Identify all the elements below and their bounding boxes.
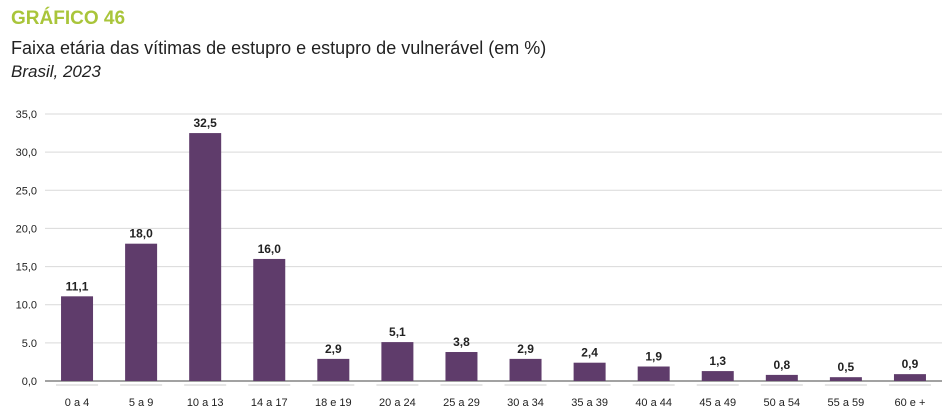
x-tick-label: 30 a 34 [507,397,544,409]
bar [61,296,94,381]
bar [381,342,414,381]
bar-value-label: 1,3 [709,354,726,368]
bar [445,352,478,381]
bar-value-label: 11,1 [66,279,89,293]
chart-title: Faixa etária das vítimas de estupro e es… [11,38,547,58]
bar-value-label: 3,8 [453,335,470,349]
chart-header: GRÁFICO 46 Faixa etária das vítimas de e… [11,8,546,83]
bar-value-label: 2,4 [581,346,598,360]
chart-subtitle: Brasil, 2023 [11,62,101,81]
bar [317,358,350,381]
x-tick-label: 14 a 17 [251,397,288,409]
x-tick-label: 45 a 49 [699,397,736,409]
y-tick-label: 20,0 [16,223,37,235]
bar [637,366,670,381]
x-tick-label: 35 a 39 [571,397,608,409]
y-tick-label: 25,0 [16,185,37,197]
bar [573,362,606,381]
bar-value-label: 1,9 [645,350,662,364]
x-tick-label: 55 a 59 [828,397,865,409]
bar-value-label: 32,5 [193,116,217,130]
y-tick-label: 5.0 [22,338,37,350]
bar [189,133,222,381]
x-tick-label: 25 a 29 [443,397,480,409]
x-tick-label: 50 a 54 [763,397,800,409]
y-tick-label: 15,0 [16,262,37,274]
bar [829,377,862,381]
bar [125,243,158,381]
bar-value-label: 16,0 [258,242,282,256]
chart-number-label: GRÁFICO 46 [11,8,126,29]
bar-value-label: 0,5 [838,360,855,374]
bar [893,374,926,381]
bar [253,258,286,381]
x-tick-label: 40 a 44 [635,397,672,409]
x-tick-label: 0 a 4 [65,397,89,409]
bar-value-label: 18,0 [129,227,153,241]
x-tick-label: 60 e + [895,397,926,409]
bar [765,374,798,381]
y-tick-label: 35,0 [16,109,37,121]
x-tick-label: 20 a 24 [379,397,416,409]
x-tick-label: 18 e 19 [315,397,352,409]
bar-value-label: 0,8 [773,358,790,372]
bar-value-label: 5,1 [389,325,406,339]
bar [509,358,542,381]
x-tick-label: 5 a 9 [129,397,153,409]
y-tick-label: 0,0 [22,376,37,388]
y-tick-label: 10.0 [16,300,37,312]
bar-value-label: 0,9 [902,357,919,371]
bar [701,371,734,381]
x-tick-label: 10 a 13 [187,397,224,409]
y-tick-label: 30,0 [16,147,37,159]
bar-value-label: 2,9 [325,342,342,356]
bar-value-label: 2,9 [517,342,534,356]
